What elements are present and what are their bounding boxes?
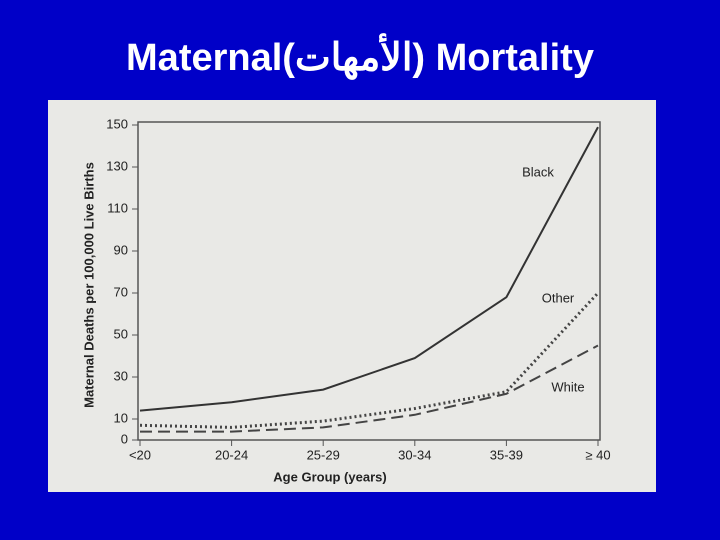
chart-panel	[48, 100, 656, 492]
y-tick-label: 90	[114, 242, 128, 257]
y-tick-label: 0	[121, 431, 128, 446]
y-tick-label: 150	[106, 116, 128, 131]
plot-frame	[137, 121, 601, 441]
series-line	[139, 126, 599, 412]
slide-title: Maternal(الأمهات) Mortality	[126, 32, 594, 80]
y-tick-label: 10	[114, 410, 128, 425]
y-tick-label: 50	[114, 326, 128, 341]
x-tick-label: 30-34	[398, 447, 431, 462]
series-line	[140, 344, 599, 433]
y-tick-label: 110	[107, 200, 128, 215]
x-tick-label: 25-29	[307, 447, 340, 462]
series-label: Black	[522, 164, 554, 179]
series-label: White	[551, 379, 584, 394]
x-tick-label: <20	[129, 447, 151, 462]
x-tick-label: 35-39	[490, 447, 523, 462]
series-label: Other	[542, 290, 575, 305]
x-tick-label: ≥ 40	[585, 447, 610, 462]
y-axis-title: Maternal Deaths per 100,000 Live Births	[81, 162, 96, 408]
y-tick-label: 130	[106, 158, 128, 173]
x-axis-title: Age Group (years)	[273, 469, 386, 484]
y-tick-label: 30	[114, 368, 128, 383]
y-tick-label: 70	[114, 284, 128, 299]
x-tick-label: 20-24	[215, 447, 248, 462]
series-line	[139, 291, 600, 429]
